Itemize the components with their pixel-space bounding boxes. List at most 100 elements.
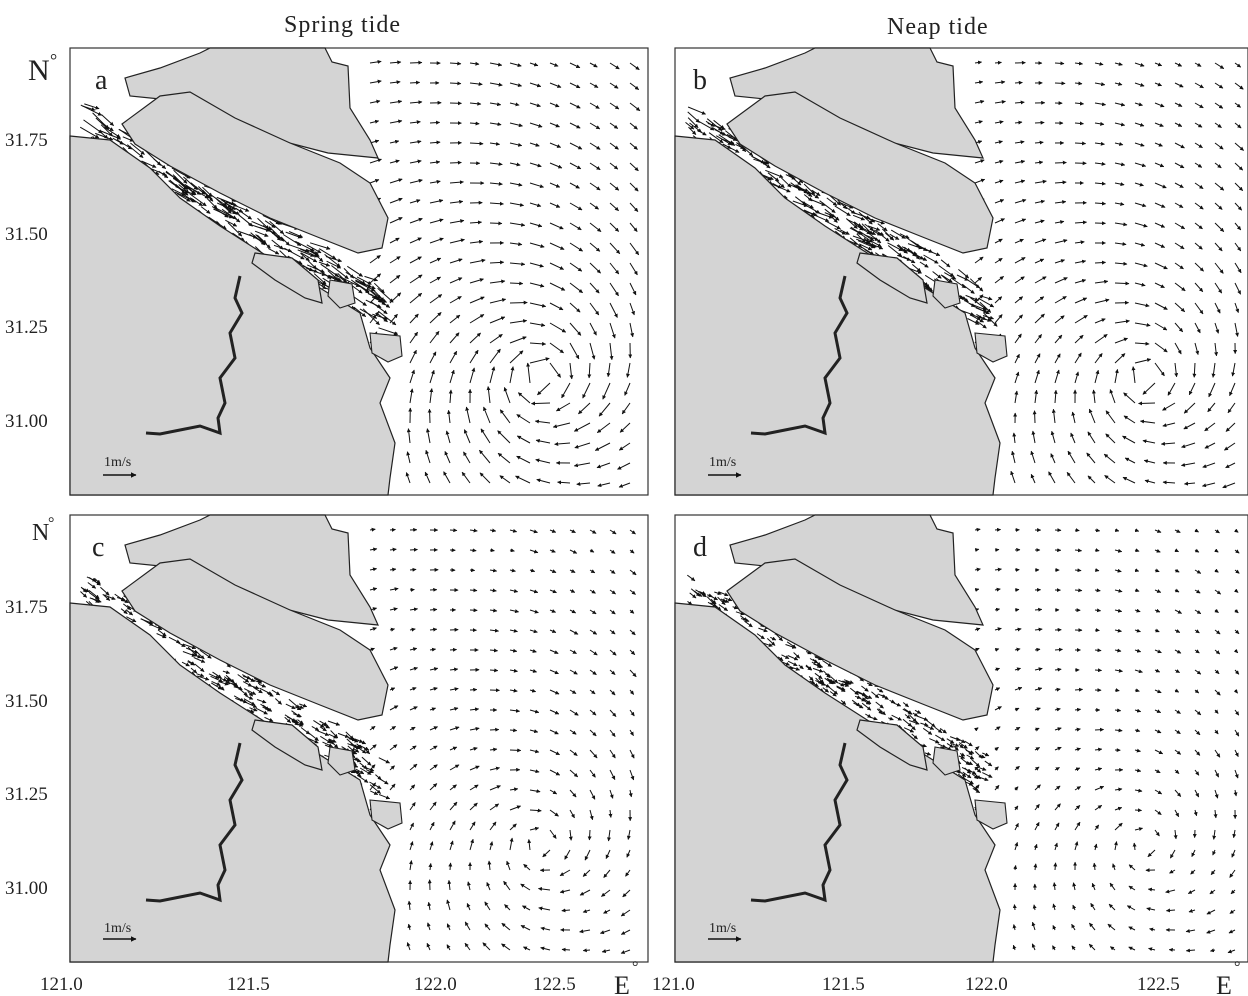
current-vector xyxy=(549,82,562,88)
panel-b: 1m/s b xyxy=(674,47,1248,496)
current-vector xyxy=(697,129,707,136)
current-vector xyxy=(469,332,481,344)
current-vector xyxy=(736,141,747,152)
current-vector xyxy=(858,211,873,225)
current-vector xyxy=(587,829,592,841)
current-vector xyxy=(751,156,765,164)
current-vector xyxy=(259,227,277,235)
current-vector xyxy=(849,227,863,236)
current-vector xyxy=(257,217,270,230)
current-vector xyxy=(688,126,697,135)
current-vector xyxy=(867,225,881,231)
current-vector xyxy=(1074,568,1082,573)
current-vector xyxy=(569,302,581,313)
lat-tick-label: 31.25 xyxy=(5,317,48,338)
current-vector xyxy=(549,282,566,291)
current-vector xyxy=(529,142,540,147)
current-vector xyxy=(761,173,774,180)
current-vector xyxy=(845,218,858,229)
current-vector xyxy=(377,310,397,326)
current-vector xyxy=(621,402,631,415)
current-vector xyxy=(994,527,1001,532)
current-vector xyxy=(1014,238,1024,244)
current-vector xyxy=(609,262,620,275)
current-vector xyxy=(589,182,601,191)
current-vector xyxy=(609,282,619,297)
panel-a-scale-label: 1m/s xyxy=(104,455,131,470)
current-vector xyxy=(531,401,551,406)
current-vector xyxy=(1014,314,1023,324)
current-vector xyxy=(589,342,596,360)
current-vector xyxy=(561,382,571,399)
current-vector xyxy=(389,217,403,224)
current-vector xyxy=(377,287,394,303)
current-vector xyxy=(509,262,526,267)
current-vector xyxy=(685,122,695,130)
current-vector xyxy=(389,256,401,264)
current-vector xyxy=(529,162,542,168)
current-vector xyxy=(389,292,402,304)
current-vector xyxy=(497,430,511,444)
current-vector xyxy=(489,348,501,364)
current-vector xyxy=(409,139,422,144)
current-vector xyxy=(486,386,491,404)
current-vector xyxy=(956,274,969,281)
current-vector xyxy=(589,142,601,150)
current-vector xyxy=(509,281,524,286)
current-vector xyxy=(932,271,942,279)
current-vector xyxy=(1010,470,1016,484)
current-vector xyxy=(722,143,732,149)
current-vector xyxy=(429,276,441,284)
current-vector xyxy=(1012,904,1017,911)
current-vector xyxy=(449,314,461,324)
current-vector xyxy=(1014,198,1027,204)
current-vector xyxy=(409,349,417,364)
current-vector xyxy=(1138,401,1156,406)
current-vector xyxy=(489,221,503,226)
current-vector xyxy=(589,62,598,68)
current-vector xyxy=(448,389,453,404)
current-vector xyxy=(449,219,465,224)
current-vector xyxy=(424,471,431,484)
current-vector xyxy=(1074,687,1083,692)
current-vector xyxy=(569,242,583,252)
current-vector xyxy=(840,202,854,209)
current-vector xyxy=(594,442,611,451)
current-vector xyxy=(307,260,317,270)
current-vector xyxy=(574,442,591,449)
current-vector xyxy=(549,122,560,128)
current-vector xyxy=(1034,607,1043,612)
current-vector xyxy=(974,178,986,184)
current-vector xyxy=(811,189,821,197)
current-vector xyxy=(529,357,550,364)
current-vector xyxy=(100,124,113,137)
current-vector xyxy=(406,451,411,464)
current-vector xyxy=(907,243,923,250)
current-vector xyxy=(858,243,873,251)
current-vector xyxy=(409,331,419,344)
current-vector xyxy=(449,258,463,264)
current-vector xyxy=(297,249,315,257)
current-vector xyxy=(1014,159,1026,164)
neap-tide-title: Neap tide xyxy=(887,14,989,40)
current-vector xyxy=(389,178,403,184)
current-vector xyxy=(461,471,471,484)
current-vector xyxy=(1014,100,1025,105)
current-vector xyxy=(1054,160,1067,165)
current-vector xyxy=(409,587,415,592)
current-vector xyxy=(1014,607,1020,612)
current-vector xyxy=(469,349,479,364)
current-vector xyxy=(1094,628,1100,633)
current-vector xyxy=(1013,865,1018,871)
current-vector xyxy=(339,276,361,288)
current-vector xyxy=(83,119,103,134)
current-vector xyxy=(529,341,547,346)
current-vector xyxy=(596,462,611,469)
current-vector xyxy=(517,392,531,404)
current-vector xyxy=(549,242,565,250)
current-vector xyxy=(425,449,431,464)
current-vector xyxy=(994,159,1004,164)
current-vector xyxy=(1014,296,1024,304)
current-vector xyxy=(890,229,906,239)
current-vector xyxy=(489,279,506,284)
